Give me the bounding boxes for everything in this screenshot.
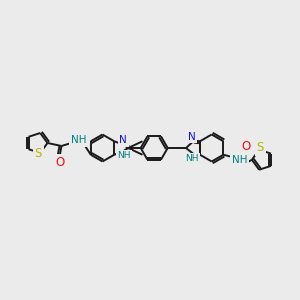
Text: S: S: [34, 148, 42, 160]
Text: O: O: [242, 140, 251, 153]
Text: N: N: [119, 135, 127, 145]
Text: NH: NH: [232, 155, 247, 165]
Text: NH: NH: [71, 135, 86, 145]
Text: NH: NH: [117, 151, 131, 160]
Text: O: O: [55, 155, 64, 169]
Text: NH: NH: [185, 154, 199, 163]
Text: S: S: [256, 141, 264, 154]
Text: N: N: [188, 132, 196, 142]
